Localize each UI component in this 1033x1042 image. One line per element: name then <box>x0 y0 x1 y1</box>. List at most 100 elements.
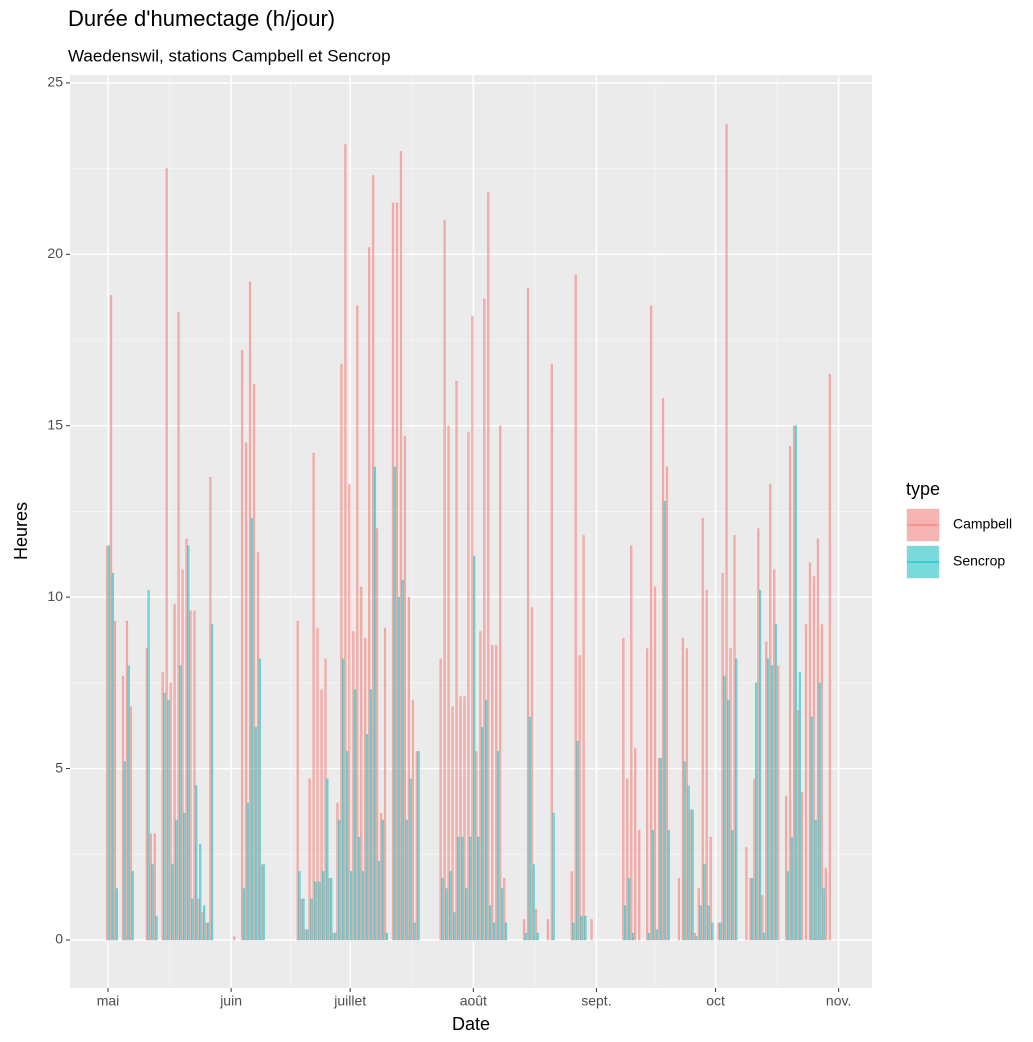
bar <box>699 905 702 941</box>
bar <box>401 579 404 941</box>
bar <box>357 836 361 941</box>
bar <box>302 898 305 941</box>
bar <box>403 435 407 941</box>
bar <box>774 624 778 941</box>
bar <box>449 871 452 941</box>
bar <box>246 802 250 941</box>
bar <box>171 864 174 941</box>
bar <box>707 905 710 941</box>
bar <box>492 922 496 941</box>
bar <box>348 483 351 941</box>
bar <box>187 545 190 941</box>
bar <box>209 476 212 941</box>
bar <box>647 932 651 941</box>
bar <box>773 569 776 941</box>
bar <box>417 751 420 941</box>
bar <box>177 312 180 941</box>
bar <box>800 792 804 941</box>
bar <box>451 706 454 941</box>
bar <box>411 699 415 941</box>
bar <box>242 888 246 941</box>
bar <box>649 305 653 941</box>
bar <box>484 699 488 941</box>
bar <box>808 562 812 941</box>
bar <box>824 867 827 941</box>
bar <box>631 932 635 941</box>
bar <box>500 888 504 941</box>
bar <box>163 692 166 941</box>
bar <box>687 785 690 941</box>
bar <box>479 631 482 941</box>
bar <box>572 922 575 941</box>
bar <box>201 912 204 941</box>
bar <box>244 442 248 941</box>
bar <box>167 699 170 941</box>
bar <box>469 836 472 941</box>
bar <box>439 658 442 941</box>
bar <box>570 871 573 941</box>
bar <box>189 610 192 941</box>
bar <box>630 545 633 941</box>
bar <box>173 603 176 941</box>
bar <box>457 836 460 941</box>
bar <box>262 864 265 941</box>
bar <box>395 202 399 941</box>
bar <box>322 871 325 941</box>
bar <box>552 812 555 941</box>
bar <box>770 665 774 941</box>
bar <box>717 922 720 941</box>
bar <box>755 682 758 941</box>
y-axis-title: Heures <box>11 502 31 560</box>
bar <box>820 624 824 941</box>
bar <box>447 425 450 941</box>
bar <box>336 802 339 941</box>
bar <box>258 658 261 941</box>
bar <box>169 682 172 941</box>
bar <box>721 572 724 941</box>
bar <box>147 590 150 941</box>
bar <box>316 627 319 941</box>
bar <box>761 895 764 941</box>
chart-title: Durée d'humectage (h/jour) <box>68 6 335 31</box>
bar <box>727 699 730 941</box>
bar <box>205 922 208 941</box>
bar <box>536 932 539 941</box>
bar <box>346 751 349 941</box>
bar <box>385 932 389 941</box>
bar <box>499 425 502 941</box>
bar <box>379 812 383 941</box>
bar <box>203 905 206 941</box>
bar <box>777 665 780 941</box>
x-tick-label: sept. <box>581 993 611 1009</box>
bar <box>495 644 498 941</box>
bar <box>693 932 696 941</box>
bar <box>788 446 792 941</box>
bar <box>373 466 377 941</box>
bar <box>816 538 820 941</box>
bar <box>822 888 825 941</box>
bar <box>175 819 178 941</box>
bar <box>711 922 714 941</box>
bar <box>393 466 396 941</box>
bar <box>697 888 700 941</box>
bar <box>473 555 476 941</box>
legend-label: Sencrop <box>953 553 1005 569</box>
bar <box>496 751 500 941</box>
bar <box>342 658 345 941</box>
bar <box>405 819 408 941</box>
bar <box>183 812 186 941</box>
x-tick-label: août <box>460 993 487 1009</box>
x-axis-title: Date <box>452 1014 490 1034</box>
bar <box>503 878 506 941</box>
x-tick-label: mai <box>97 993 120 1009</box>
bar <box>731 830 734 941</box>
bar <box>477 836 480 941</box>
bar <box>695 936 698 941</box>
bar <box>240 350 244 941</box>
bar <box>653 586 657 941</box>
bar <box>677 878 681 941</box>
bar <box>814 819 817 941</box>
bar <box>461 836 464 941</box>
bar <box>129 706 133 941</box>
